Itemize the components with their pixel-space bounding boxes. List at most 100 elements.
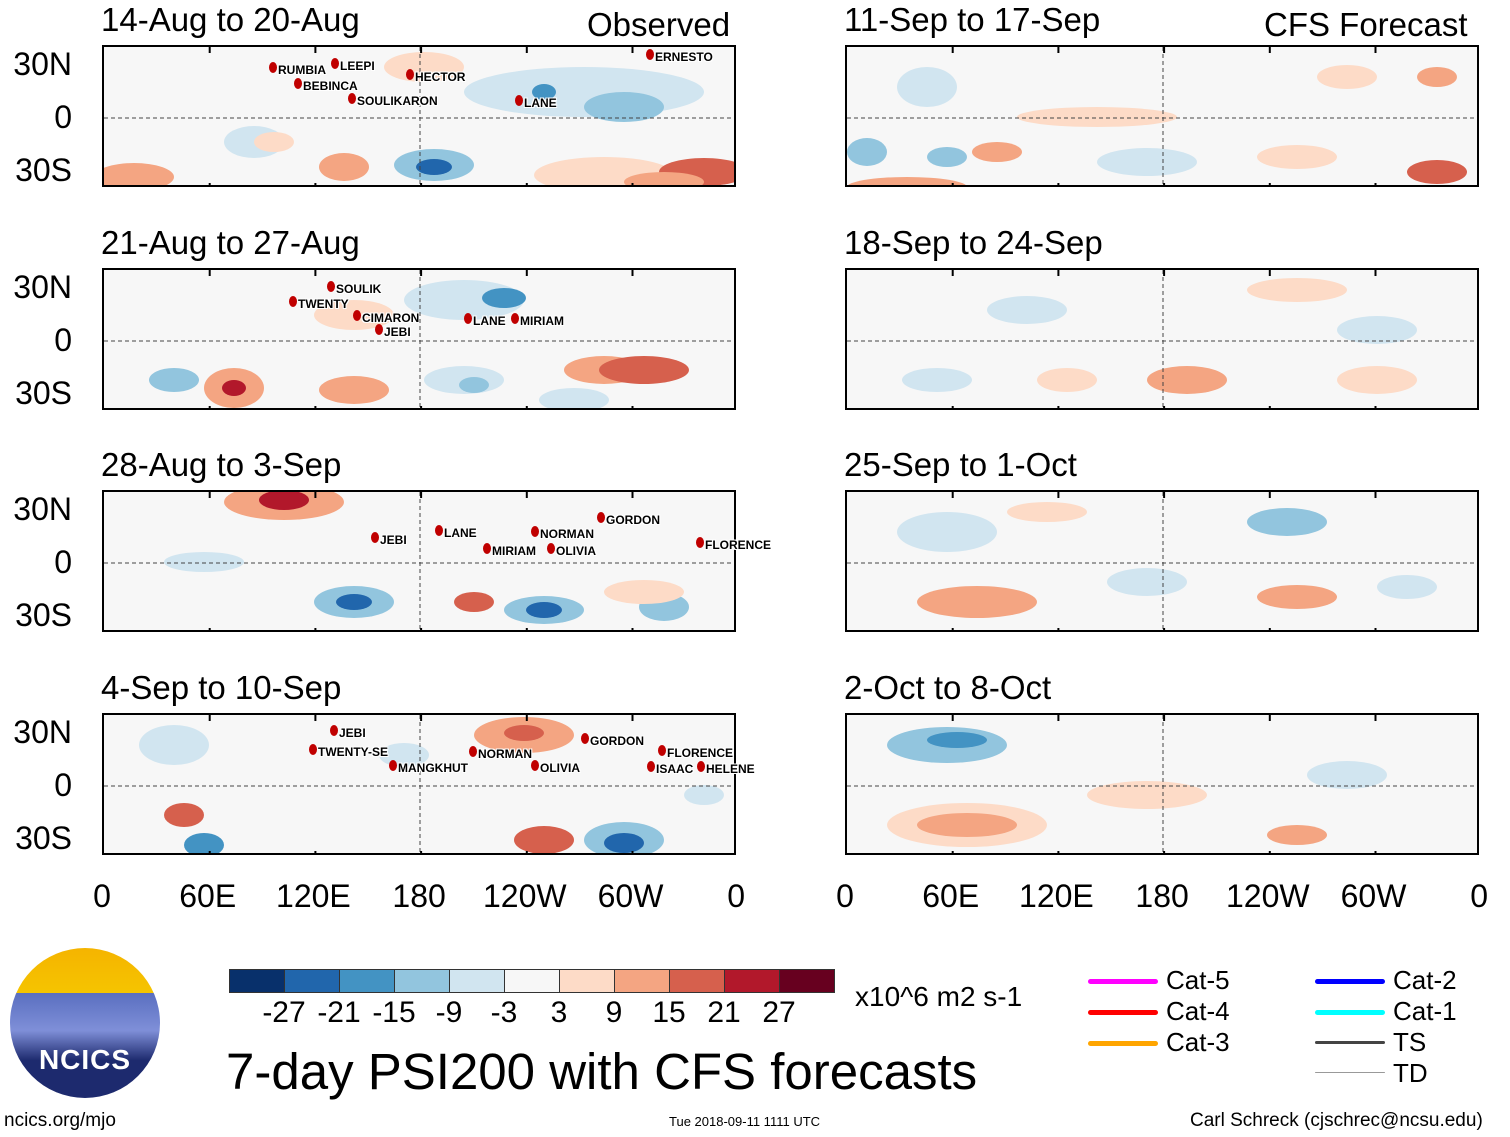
anomaly-contour — [222, 380, 246, 396]
map-panel — [102, 713, 736, 855]
storm-label: ISAAC — [656, 762, 694, 776]
hurricane-icon — [353, 310, 361, 321]
footer-timestamp: Tue 2018-09-11 1111 UTC — [669, 1114, 821, 1129]
lon-tick-label: 180 — [1135, 878, 1189, 914]
anomaly-contour — [464, 67, 704, 117]
lat-tick-label: 30S — [15, 375, 72, 411]
lat-tick-label: 30N — [13, 714, 72, 750]
anomaly-field — [847, 270, 1477, 408]
storm-label: MIRIAM — [520, 314, 564, 328]
legend-label: Cat-3 — [1166, 1027, 1230, 1057]
anomaly-contour — [482, 288, 526, 308]
storm-label: GORDON — [590, 734, 644, 748]
anomaly-contour — [184, 833, 224, 853]
anomaly-contour — [1257, 145, 1337, 169]
anomaly-contour — [897, 512, 997, 552]
colorbar-swatch — [229, 969, 285, 993]
colorbar-swatch — [284, 969, 340, 993]
anomaly-contour — [539, 388, 609, 408]
hurricane-icon — [515, 95, 523, 106]
anomaly-contour — [1007, 502, 1087, 522]
colorbar-swatch — [614, 969, 670, 993]
hurricane-icon — [483, 543, 491, 554]
colorbar-swatch — [394, 969, 450, 993]
anomaly-contour — [1257, 585, 1337, 609]
colorbar-units: x10^6 m2 s-1 — [855, 981, 1023, 1012]
colorbar-swatch — [779, 969, 835, 993]
storm-label: LANE — [473, 314, 506, 328]
legend-line — [1315, 1010, 1385, 1015]
storm-label: MANGKHUT — [398, 761, 468, 775]
anomaly-field — [104, 270, 734, 408]
anomaly-contour — [1417, 67, 1457, 87]
storm-label: JEBI — [380, 533, 407, 547]
anomaly-contour — [1247, 278, 1347, 302]
colorbar-label: -9 — [435, 996, 463, 1029]
lon-tick-label: 60W — [1340, 878, 1407, 914]
anomaly-contour — [149, 368, 199, 392]
lat-tick-label: 0 — [54, 99, 72, 135]
anomaly-contour — [336, 594, 372, 610]
storm-label: LEEPI — [340, 59, 375, 73]
footer-url[interactable]: ncics.org/mjo — [4, 1110, 116, 1131]
lat-tick-label: 30S — [15, 820, 72, 856]
lon-tick-label: 120E — [276, 878, 351, 914]
lon-tick-label: 120W — [1226, 878, 1310, 914]
legend-line — [1315, 1041, 1385, 1044]
hurricane-icon — [389, 760, 397, 771]
storm-label: TWENTY-SE — [318, 745, 389, 759]
anomaly-contour — [1087, 781, 1207, 809]
storm-label: LANE — [524, 96, 557, 110]
anomaly-contour — [164, 803, 204, 827]
hurricane-icon — [371, 532, 379, 543]
panel-title: 4-Sep to 10-Sep — [101, 669, 342, 706]
lon-tick-label: 120E — [1019, 878, 1094, 914]
anomaly-contour — [927, 147, 967, 167]
anomaly-contour — [319, 153, 369, 181]
hurricane-icon — [327, 281, 335, 292]
anomaly-contour — [987, 296, 1067, 324]
anomaly-contour — [532, 84, 556, 100]
lat-tick-label: 30S — [15, 597, 72, 633]
anomaly-contour — [384, 52, 464, 82]
hurricane-icon — [435, 525, 443, 536]
anomaly-field — [104, 492, 734, 630]
column-header: CFS Forecast — [1264, 6, 1468, 43]
anomaly-contour — [1107, 568, 1187, 596]
colorbar-swatch — [724, 969, 780, 993]
anomaly-contour — [1307, 761, 1387, 789]
legend-line — [1088, 1010, 1158, 1015]
anomaly-contour — [604, 580, 684, 604]
hurricane-icon — [697, 761, 705, 772]
anomaly-contour — [897, 67, 957, 107]
colorbar-label: -15 — [372, 996, 416, 1029]
map-panel — [845, 45, 1479, 187]
lat-tick-label: 0 — [54, 544, 72, 580]
anomaly-contour — [1037, 368, 1097, 392]
storm-label: MIRIAM — [492, 544, 536, 558]
hurricane-icon — [469, 746, 477, 757]
colorbar-label: -27 — [262, 996, 306, 1029]
colorbar-swatch — [504, 969, 560, 993]
storm-label: OLIVIA — [556, 544, 597, 558]
anomaly-contour — [454, 592, 494, 612]
colorbar-swatch — [339, 969, 395, 993]
storm-label: OLIVIA — [540, 761, 581, 775]
storm-label: SOULIKARON — [357, 94, 438, 108]
hurricane-icon — [511, 313, 519, 324]
storm-label: CIMARON — [362, 311, 420, 325]
panel-title: 11-Sep to 17-Sep — [844, 1, 1101, 38]
lon-tick-label: 180 — [392, 878, 446, 914]
anomaly-contour — [972, 142, 1022, 162]
hurricane-icon — [531, 760, 539, 771]
anomaly-contour — [1337, 316, 1417, 344]
colorbar-label: 21 — [707, 996, 741, 1029]
anomaly-contour — [604, 833, 644, 853]
storm-label: FLORENCE — [705, 538, 771, 552]
legend-line — [1315, 1072, 1385, 1073]
panel-title: 18-Sep to 24-Sep — [844, 224, 1103, 261]
legend-label: Cat-4 — [1166, 996, 1230, 1026]
legend-label: TS — [1393, 1027, 1427, 1057]
panel-title: 25-Sep to 1-Oct — [844, 446, 1077, 483]
hurricane-icon — [269, 62, 277, 73]
